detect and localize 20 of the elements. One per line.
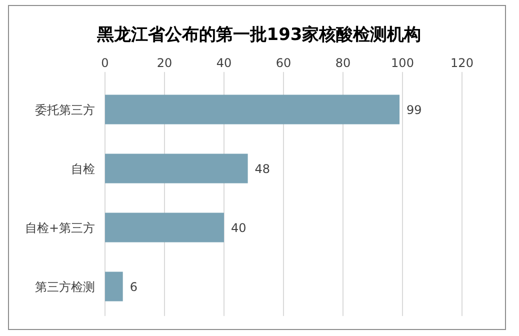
y-tick-label: 第三方检测: [35, 280, 95, 294]
bar: [105, 272, 123, 302]
x-tick-label: 120: [450, 56, 474, 70]
bar: [105, 154, 248, 184]
x-tick-label: 80: [335, 56, 351, 70]
chart-title: 黑龙江省公布的第一批193家核酸检测机构: [96, 25, 422, 45]
x-tick-label: 60: [276, 56, 292, 70]
y-tick-label: 自检+第三方: [24, 221, 95, 235]
y-tick-label: 自检: [71, 162, 95, 176]
data-label: 6: [130, 280, 138, 294]
bar: [105, 212, 224, 242]
x-tick-label: 100: [391, 56, 414, 70]
data-label: 48: [254, 162, 270, 176]
data-label: 99: [406, 103, 422, 117]
x-tick-label: 20: [156, 56, 172, 70]
data-label: 40: [231, 221, 246, 235]
y-tick-label: 委托第三方: [35, 103, 95, 117]
x-tick-label: 0: [101, 56, 109, 70]
bar: [105, 94, 400, 124]
x-tick-label: 40: [216, 56, 232, 70]
